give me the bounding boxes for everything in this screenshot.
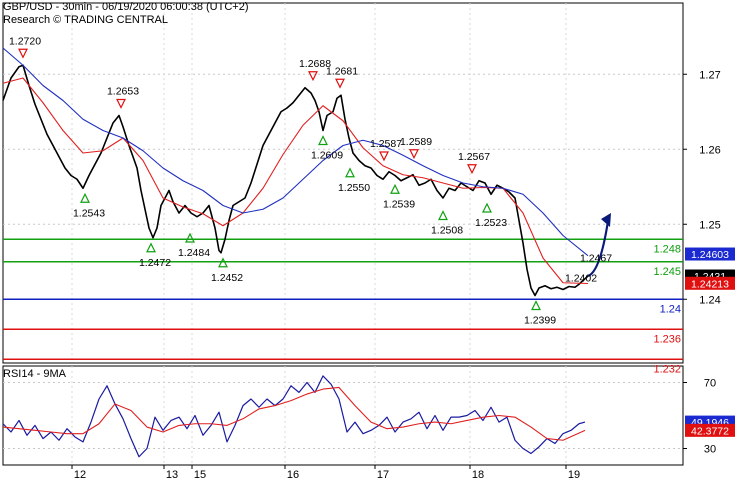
high-marker xyxy=(116,98,126,109)
x-tick-label: 13 xyxy=(166,469,178,480)
y-tick-label: 1.26 xyxy=(699,144,720,156)
rsi-tag xyxy=(685,423,735,437)
rsi_ma-line xyxy=(2,386,586,441)
low-marker xyxy=(438,210,448,221)
low-label: 1.2452 xyxy=(211,272,243,284)
high-marker xyxy=(308,71,318,82)
low-marker xyxy=(482,202,492,213)
high-label: 1.2653 xyxy=(107,86,139,98)
price-label: 1.2467 xyxy=(580,252,612,264)
low-label: 1.2484 xyxy=(178,247,210,259)
price-label: 1.2402 xyxy=(565,273,597,285)
x-tick-label: 17 xyxy=(377,469,389,480)
rsi-y-tick-label: 30 xyxy=(704,444,716,456)
high-label: 1.2688 xyxy=(299,58,331,70)
x-tick-label: 19 xyxy=(568,469,580,480)
low-label: 1.2523 xyxy=(475,217,507,229)
high-label: 1.2720 xyxy=(9,35,41,47)
price-tag xyxy=(685,247,735,261)
low-marker xyxy=(318,135,328,146)
y-tick-label: 1.27 xyxy=(699,69,720,81)
resistance-level-label: 1.236 xyxy=(653,333,681,345)
low-marker xyxy=(146,242,156,253)
high-marker xyxy=(409,149,419,160)
low-marker xyxy=(218,257,228,268)
support-level-label: 1.245 xyxy=(653,266,681,278)
price-series xyxy=(2,47,611,297)
high-marker xyxy=(335,78,345,89)
x-tick-label: 12 xyxy=(74,469,86,480)
high-label: 1.2589 xyxy=(400,136,432,148)
ma_slow-line xyxy=(2,47,589,257)
ma_fast-line xyxy=(2,77,589,285)
low-marker xyxy=(80,192,90,203)
high-label: 1.2681 xyxy=(326,65,358,77)
low-marker xyxy=(390,183,400,194)
high-marker xyxy=(467,164,477,175)
low-marker xyxy=(345,167,355,178)
price-tag xyxy=(685,276,735,290)
chart-frame xyxy=(2,2,684,466)
price-panel-border xyxy=(2,2,684,364)
chart-source: Research © TRADING CENTRAL xyxy=(3,14,168,26)
rsi-tag-label: 42.3772 xyxy=(691,425,729,437)
support-resistance-levels: 1.248 1.245 1.24 1.236 1.232 xyxy=(3,238,683,375)
axis-labels: 1.27 1.26 1.25 1.24 12 13 15 16 17 18 19 70 30 xyxy=(71,69,721,480)
low-label: 1.2399 xyxy=(524,315,556,327)
rsi-title: RSI14 - 9MA xyxy=(3,368,66,380)
low-label: 1.2543 xyxy=(73,207,105,219)
high-label: 1.2587 xyxy=(370,138,402,150)
price-tag-label: 1.24603 xyxy=(691,249,729,261)
high-marker xyxy=(18,48,28,59)
price-tag-label: 1.24213 xyxy=(691,278,729,290)
low-marker xyxy=(185,232,195,243)
low-marker xyxy=(531,300,541,311)
projection-arrow-head xyxy=(601,213,611,227)
y-tick-label: 1.24 xyxy=(699,294,720,306)
x-tick-label: 15 xyxy=(194,469,206,480)
rsi-line xyxy=(2,375,586,458)
low-label: 1.2472 xyxy=(139,257,171,269)
projection-arrow xyxy=(587,220,610,278)
x-tick-label: 18 xyxy=(472,469,484,480)
high-label: 1.2567 xyxy=(458,151,490,163)
y-tick-label: 1.25 xyxy=(699,219,720,231)
rsi-panel-border xyxy=(2,365,684,466)
resistance-level-label: 1.232 xyxy=(653,363,681,375)
low-label: 1.2539 xyxy=(383,198,415,210)
low-label: 1.2609 xyxy=(311,150,343,162)
x-tick-label: 16 xyxy=(287,469,299,480)
pivot-level-label: 1.24 xyxy=(660,303,681,315)
chart-title: GBP/USD - 30min - 06/19/2020 06:00:38 (U… xyxy=(3,1,249,13)
rsi-y-tick-label: 70 xyxy=(704,378,716,390)
price-line xyxy=(2,64,589,297)
high-marker xyxy=(379,151,389,162)
support-level-label: 1.248 xyxy=(653,243,681,255)
low-label: 1.2508 xyxy=(431,225,463,237)
low-label: 1.2550 xyxy=(338,182,370,194)
